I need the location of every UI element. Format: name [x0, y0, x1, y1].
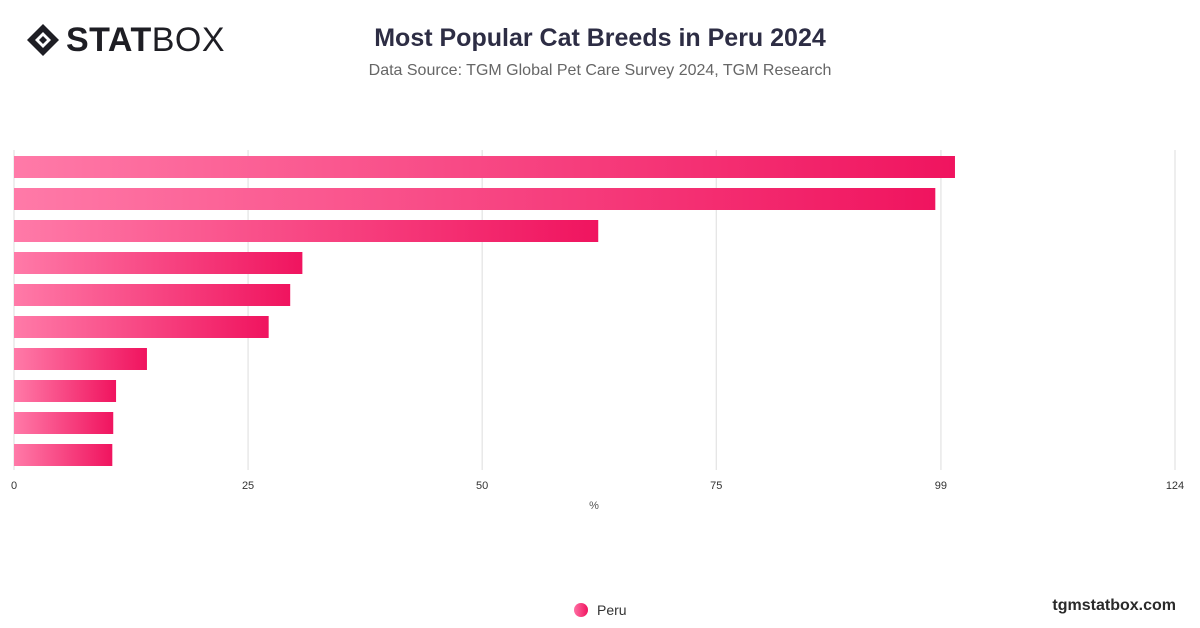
x-tick-label: 99 — [935, 480, 947, 492]
footer-url: tgmstatbox.com — [1052, 597, 1176, 614]
x-axis-label: % — [589, 500, 599, 512]
bar-4[interactable] — [14, 252, 303, 274]
legend-marker-icon — [574, 603, 588, 617]
bar-6[interactable] — [14, 316, 269, 338]
bar-8[interactable] — [14, 380, 117, 402]
bar-2[interactable] — [14, 188, 936, 210]
bar-3[interactable] — [14, 220, 599, 242]
bars — [14, 156, 955, 466]
x-tick-label: 25 — [242, 480, 254, 492]
bar-10[interactable] — [14, 444, 113, 466]
logo-text-bold: STAT — [66, 21, 152, 59]
x-tick-labels: 0 25 50 75 99 124 — [11, 480, 1184, 492]
logo-text-light: BOX — [151, 21, 226, 59]
chart-title: Most Popular Cat Breeds in Peru 2024 — [374, 24, 826, 52]
x-tick-label: 0 — [11, 480, 17, 492]
x-tick-label: 50 — [476, 480, 488, 492]
statbox-logo: STATBOX — [26, 22, 225, 58]
bar-1[interactable] — [14, 156, 955, 178]
x-tick-label: 124 — [1166, 480, 1184, 492]
bar-7[interactable] — [14, 348, 147, 370]
bar-5[interactable] — [14, 284, 291, 306]
logo-wordmark: STATBOX — [66, 22, 225, 58]
statbox-diamond-icon — [27, 24, 59, 56]
legend[interactable]: Peru — [574, 602, 627, 618]
chart-subtitle: Data Source: TGM Global Pet Care Survey … — [368, 62, 832, 79]
x-tick-label: 75 — [710, 480, 722, 492]
bar-9[interactable] — [14, 412, 114, 434]
bar-chart: 0 25 50 75 99 124 % — [11, 150, 1184, 512]
legend-label-peru: Peru — [597, 602, 627, 618]
